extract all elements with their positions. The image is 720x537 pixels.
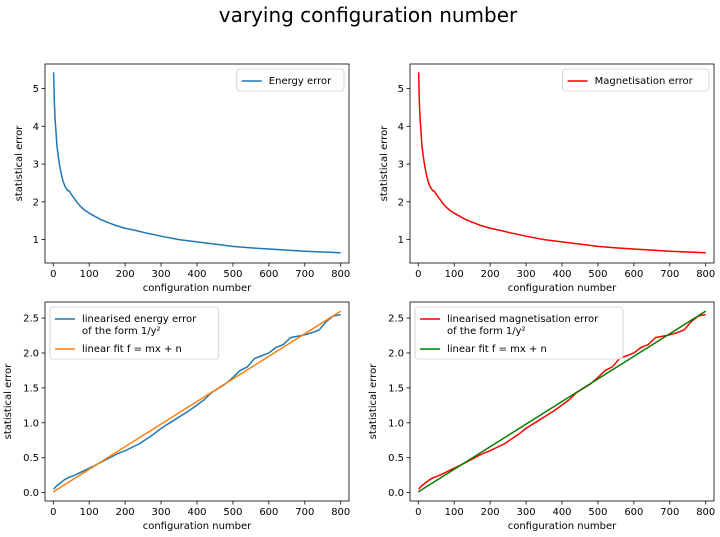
x-tick-label: 800 [331, 269, 350, 280]
x-tick-label: 200 [481, 269, 500, 280]
legend: Magnetisation error [562, 68, 710, 92]
x-tick-label: 700 [295, 507, 314, 518]
series-line-1 [53, 313, 341, 490]
x-axis-label: configuration number [508, 283, 617, 294]
x-tick-label: 700 [660, 269, 679, 280]
y-axis-label: statistical error [379, 125, 390, 202]
legend: linearised energy error of the form 1/y²… [49, 306, 220, 360]
x-tick-label: 200 [481, 507, 500, 518]
y-tick-label: 3 [33, 160, 39, 171]
x-tick-label: 300 [152, 269, 171, 280]
series-line-2 [52, 310, 342, 493]
y-axis-label: statistical error [368, 363, 379, 440]
x-tick-label: 600 [624, 269, 643, 280]
legend-label-1: of the form 1/y² [447, 326, 526, 337]
x-tick-label: 0 [50, 269, 56, 280]
y-tick-label: 4 [398, 122, 404, 133]
y-tick-label: 2.0 [388, 348, 404, 359]
plot-frame [409, 63, 715, 264]
x-tick-label: 100 [80, 269, 99, 280]
x-tick-label: 500 [588, 507, 607, 518]
x-axis-label: configuration number [143, 521, 252, 532]
legend-label-2: linear fit f = mx + n [447, 344, 547, 355]
y-tick-label: 4 [33, 122, 39, 133]
y-tick-label: 5 [398, 84, 404, 95]
series-line-1 [418, 313, 706, 490]
x-tick-label: 300 [152, 507, 171, 518]
x-tick-label: 800 [696, 269, 715, 280]
x-tick-label: 100 [445, 269, 464, 280]
x-tick-label: 400 [187, 269, 206, 280]
plot-frame [44, 63, 350, 264]
series-line-1 [52, 72, 341, 254]
legend-label-1: Magnetisation error [595, 76, 694, 87]
x-tick-label: 700 [295, 269, 314, 280]
x-tick-label: 500 [223, 269, 242, 280]
x-tick-label: 300 [517, 507, 536, 518]
chart-panel-3: 0 100 200 300 400 500 600 700 800 0.0 0.5 1.0 1.5 2.0… [3, 301, 350, 532]
legend: linearised magnetisation error of the fo… [414, 306, 624, 360]
legend-label-2: linear fit f = mx + n [82, 344, 182, 355]
series-line-2 [417, 310, 707, 493]
legend-label-1: linearised magnetisation error [447, 314, 599, 325]
y-axis-label: statistical error [14, 125, 25, 202]
y-tick-label: 3 [398, 160, 404, 171]
y-tick-label: 1 [398, 235, 404, 246]
y-tick-label: 5 [33, 84, 39, 95]
legend-box [562, 68, 710, 92]
y-tick-label: 0.0 [23, 488, 39, 499]
x-tick-label: 400 [552, 269, 571, 280]
y-tick-label: 1.5 [388, 383, 404, 394]
legend-label-1: linearised energy error [82, 314, 197, 325]
y-tick-label: 2 [398, 197, 404, 208]
x-tick-label: 0 [50, 507, 56, 518]
x-tick-label: 400 [552, 507, 571, 518]
x-tick-label: 800 [696, 507, 715, 518]
x-tick-label: 600 [624, 507, 643, 518]
legend-box [49, 306, 220, 360]
figure-title: varying configuration number [219, 3, 518, 27]
x-tick-label: 400 [187, 507, 206, 518]
x-axis-label: configuration number [508, 521, 617, 532]
y-axis-label: statistical error [3, 363, 14, 440]
x-tick-label: 200 [116, 269, 135, 280]
y-tick-label: 1.0 [23, 418, 39, 429]
y-tick-label: 2.0 [23, 348, 39, 359]
x-tick-label: 600 [259, 269, 278, 280]
legend-label-1: Energy error [269, 76, 332, 87]
legend-label-1: of the form 1/y² [82, 326, 161, 337]
x-tick-label: 200 [116, 507, 135, 518]
y-tick-label: 2 [33, 197, 39, 208]
series-line-1 [417, 72, 706, 254]
y-tick-label: 0.0 [388, 488, 404, 499]
y-tick-label: 1.0 [388, 418, 404, 429]
x-tick-label: 500 [588, 269, 607, 280]
chart-panel-2: 0 100 200 300 400 500 600 700 800 1 2 3 4 5 configurat… [379, 63, 715, 294]
y-tick-label: 1 [33, 235, 39, 246]
chart-panel-1: 0 100 200 300 400 500 600 700 800 1 2 3 4 5 configurat… [14, 63, 350, 294]
legend-box [414, 306, 624, 360]
y-tick-label: 2.5 [388, 314, 404, 325]
x-tick-label: 500 [223, 507, 242, 518]
y-tick-label: 1.5 [23, 383, 39, 394]
y-tick-label: 0.5 [388, 453, 404, 464]
x-axis-label: configuration number [143, 283, 252, 294]
x-tick-label: 600 [259, 507, 278, 518]
chart-panel-4: 0 100 200 300 400 500 600 700 800 0.0 0.5 1.0 1.5 2.0… [368, 301, 715, 532]
x-tick-label: 300 [517, 269, 536, 280]
y-tick-label: 2.5 [23, 314, 39, 325]
x-tick-label: 0 [415, 269, 421, 280]
x-tick-label: 700 [660, 507, 679, 518]
x-tick-label: 0 [415, 507, 421, 518]
y-tick-label: 0.5 [23, 453, 39, 464]
legend-box [236, 68, 345, 92]
legend: Energy error [236, 68, 345, 92]
x-tick-label: 800 [331, 507, 350, 518]
x-tick-label: 100 [445, 507, 464, 518]
x-tick-label: 100 [80, 507, 99, 518]
